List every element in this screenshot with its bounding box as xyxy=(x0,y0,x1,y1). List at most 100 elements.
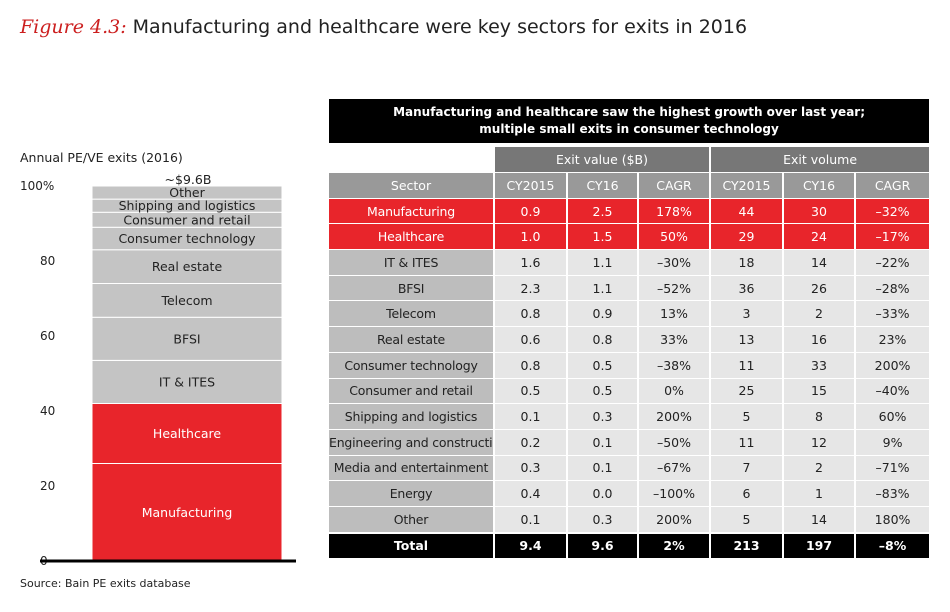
banner-text: Manufacturing and healthcare saw the hig… xyxy=(329,99,930,147)
sector-cell: Real estate xyxy=(329,326,495,353)
figure-number: Figure 4.3: xyxy=(20,16,127,38)
total-label: ~$9.6B xyxy=(165,172,212,187)
value-cell: 1.0 xyxy=(494,223,568,251)
bar-segment xyxy=(91,185,283,200)
total-value-cy16: 9.6 xyxy=(567,531,639,560)
table-row: Shipping and logistics 0.1 0.3 200% 5 8 60% xyxy=(329,403,930,430)
bar-segment xyxy=(91,249,283,284)
total-value-cy2015: 9.4 xyxy=(494,531,568,560)
value-cell: 8 xyxy=(783,403,856,430)
value-cell: 5 xyxy=(710,506,784,534)
table-row: Healthcare 1.0 1.5 50% 29 24 –17% xyxy=(329,223,930,251)
value-cell: 0.0 xyxy=(567,480,639,507)
value-cell: 11 xyxy=(710,352,784,379)
value-cell: 29 xyxy=(710,223,784,251)
value-cell: 30 xyxy=(783,198,856,225)
y-tick-label: 100% xyxy=(20,179,54,193)
value-cell: 0.4 xyxy=(494,480,568,507)
value-cell: 0.3 xyxy=(567,506,639,534)
segment-label: Manufacturing xyxy=(142,505,233,520)
y-tick-label: 20 xyxy=(40,479,55,493)
table-row: Energy 0.4 0.0 –100% 6 1 –83% xyxy=(329,480,930,507)
segment-label: Other xyxy=(169,185,205,200)
value-cell: 9% xyxy=(855,429,930,456)
bar-segment xyxy=(91,359,283,404)
value-cell: 14 xyxy=(783,506,856,534)
bar-segment xyxy=(91,463,283,562)
value-cell: –52% xyxy=(638,275,711,302)
segment-label: Shipping and logistics xyxy=(119,198,256,213)
sector-cell: Engineering and construction xyxy=(329,429,495,456)
value-cell: 0.2 xyxy=(494,429,568,456)
group-exit-value: Exit value ($B) xyxy=(494,145,711,173)
figure-heading: Manufacturing and healthcare were key se… xyxy=(132,16,748,38)
value-cell: 0.3 xyxy=(567,403,639,430)
col-value-cy2015: CY2015 xyxy=(494,172,568,199)
value-cell: 1 xyxy=(783,480,856,507)
value-cell: 0.8 xyxy=(494,352,568,379)
exits-table: Manufacturing and healthcare saw the hig… xyxy=(329,99,930,560)
value-cell: 7 xyxy=(710,455,784,482)
value-cell: 13 xyxy=(710,326,784,353)
value-cell: 50% xyxy=(638,223,711,251)
table-row: Consumer technology 0.8 0.5 –38% 11 33 200% xyxy=(329,352,930,379)
y-axis: 020406080100% xyxy=(20,179,55,568)
sector-cell: Healthcare xyxy=(329,223,495,251)
value-cell: 23% xyxy=(855,326,930,353)
value-cell: –38% xyxy=(638,352,711,379)
value-cell: 12 xyxy=(783,429,856,456)
value-cell: 36 xyxy=(710,275,784,302)
value-cell: 1.1 xyxy=(567,249,639,276)
value-cell: 3 xyxy=(710,300,784,328)
value-cell: 1.1 xyxy=(567,275,639,302)
table-row: Telecom 0.8 0.9 13% 3 2 –33% xyxy=(329,300,930,328)
value-cell: 14 xyxy=(783,249,856,276)
value-cell: 0.1 xyxy=(567,429,639,456)
total-value-cagr: 2% xyxy=(638,531,711,560)
value-cell: 25 xyxy=(710,378,784,405)
value-cell: –100% xyxy=(638,480,711,507)
value-cell: 0.1 xyxy=(494,506,568,534)
sector-cell: IT & ITES xyxy=(329,249,495,276)
group-blank xyxy=(329,145,495,173)
sector-cell: Manufacturing xyxy=(329,198,495,225)
total-label-cell: Total xyxy=(329,531,495,560)
figure-title: Figure 4.3: Manufacturing and healthcare … xyxy=(20,16,747,38)
value-cell: 26 xyxy=(783,275,856,302)
value-cell: 0.8 xyxy=(567,326,639,353)
value-cell: –50% xyxy=(638,429,711,456)
chart-title: Annual PE/VE exits (2016) xyxy=(20,150,183,165)
value-cell: 0.5 xyxy=(567,352,639,379)
value-cell: 16 xyxy=(783,326,856,353)
sector-cell: Media and entertainment xyxy=(329,455,495,482)
group-exit-volume: Exit volume xyxy=(710,145,930,173)
value-cell: –30% xyxy=(638,249,711,276)
bar-segments: Manufacturing Healthcare IT & ITES BFSI Tele… xyxy=(91,185,283,562)
sector-cell: Energy xyxy=(329,480,495,507)
segment-label: IT & ITES xyxy=(159,374,215,389)
segment-label: Real estate xyxy=(152,259,223,274)
value-cell: 2.3 xyxy=(494,275,568,302)
sector-cell: Telecom xyxy=(329,300,495,328)
value-cell: 180% xyxy=(855,506,930,534)
value-cell: –17% xyxy=(855,223,930,251)
table-row: BFSI 2.3 1.1 –52% 36 26 –28% xyxy=(329,275,930,302)
value-cell: 2.5 xyxy=(567,198,639,225)
col-sector: Sector xyxy=(329,172,495,199)
value-cell: 1.5 xyxy=(567,223,639,251)
table-row: IT & ITES 1.6 1.1 –30% 18 14 –22% xyxy=(329,249,930,276)
value-cell: 0.1 xyxy=(567,455,639,482)
table-row: Consumer and retail 0.5 0.5 0% 25 15 –40% xyxy=(329,378,930,405)
value-cell: –67% xyxy=(638,455,711,482)
value-cell: –28% xyxy=(855,275,930,302)
sector-cell: BFSI xyxy=(329,275,495,302)
column-headers: Sector CY2015 CY16 CAGR CY2015 CY16 CAGR xyxy=(329,172,930,199)
total-row: Total 9.4 9.6 2% 213 197 –8% xyxy=(329,531,930,560)
value-cell: 0.8 xyxy=(494,300,568,328)
value-cell: 200% xyxy=(855,352,930,379)
value-cell: 0.5 xyxy=(567,378,639,405)
value-cell: 44 xyxy=(710,198,784,225)
value-cell: –33% xyxy=(855,300,930,328)
sector-cell: Consumer technology xyxy=(329,352,495,379)
segment-label: Consumer and retail xyxy=(123,212,250,227)
